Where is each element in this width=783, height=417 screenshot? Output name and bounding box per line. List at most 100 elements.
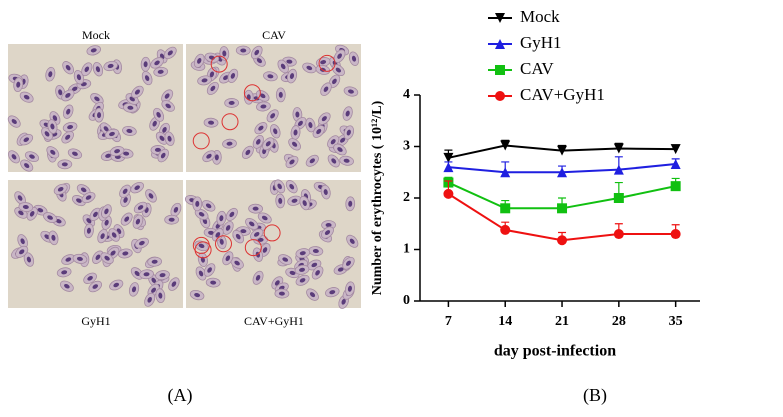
- legend-marker: [495, 39, 505, 49]
- nucleus: [249, 221, 255, 227]
- nucleus: [295, 111, 300, 118]
- nucleus: [23, 137, 30, 142]
- marker: [557, 167, 568, 178]
- nucleus: [159, 135, 165, 141]
- nucleus: [289, 270, 296, 276]
- nucleus: [335, 67, 342, 73]
- nucleus: [337, 147, 343, 152]
- nucleus: [289, 159, 295, 165]
- nucleus: [167, 135, 172, 142]
- highlight-circle: [192, 236, 210, 254]
- nucleus: [302, 200, 307, 206]
- highlight-circle: [263, 224, 281, 242]
- nucleus: [50, 123, 55, 130]
- nucleus: [29, 211, 35, 217]
- nucleus: [349, 238, 355, 244]
- nucleus: [331, 158, 337, 164]
- nucleus: [76, 74, 82, 81]
- y-tick-label: 4: [403, 87, 410, 102]
- nucleus: [171, 281, 177, 287]
- nucleus: [257, 237, 264, 242]
- x-tick-label: 21: [555, 314, 569, 329]
- nucleus: [223, 75, 229, 81]
- nucleus: [104, 255, 110, 261]
- nucleus: [92, 284, 99, 289]
- nucleus: [210, 85, 216, 92]
- legend-marker: [495, 65, 505, 75]
- marker: [500, 224, 511, 235]
- nucleus: [29, 154, 35, 159]
- nucleus: [254, 49, 260, 56]
- nucleus: [347, 285, 352, 292]
- nucleus: [262, 247, 268, 253]
- x-tick-label: 7: [445, 314, 452, 329]
- nucleus: [151, 287, 157, 293]
- nucleus: [337, 267, 344, 272]
- nucleus: [255, 274, 261, 281]
- marker: [613, 193, 624, 203]
- nucleus: [122, 251, 129, 256]
- nucleus: [270, 113, 276, 119]
- highlight-circle: [192, 132, 210, 150]
- nucleus: [162, 127, 167, 133]
- nucleus: [164, 93, 170, 99]
- nucleus: [66, 108, 71, 115]
- nucleus: [143, 61, 148, 68]
- nucleus: [113, 282, 120, 288]
- nucleus: [168, 217, 175, 222]
- marker: [500, 167, 511, 178]
- nucleus: [289, 183, 295, 190]
- nucleus: [341, 298, 346, 305]
- marker: [670, 229, 681, 240]
- nucleus: [282, 257, 289, 262]
- nucleus: [55, 219, 62, 224]
- nucleus: [260, 104, 267, 109]
- y-tick-label: 3: [403, 139, 410, 154]
- nucleus: [329, 290, 336, 295]
- nucleus: [105, 153, 112, 158]
- nucleus: [198, 270, 204, 277]
- nucleus: [50, 149, 56, 155]
- nucleus: [277, 183, 282, 190]
- nucleus: [111, 232, 117, 238]
- marker: [443, 152, 454, 163]
- nucleus: [292, 141, 298, 147]
- nucleus: [299, 278, 306, 283]
- nucleus: [273, 128, 278, 135]
- nucleus: [65, 134, 71, 140]
- marker: [500, 140, 511, 151]
- nucleus: [286, 59, 293, 64]
- marker: [613, 143, 624, 154]
- nucleus: [26, 256, 32, 263]
- nucleus: [67, 125, 74, 130]
- nucleus: [134, 270, 140, 276]
- y-tick-label: 1: [403, 242, 410, 257]
- nucleus: [256, 139, 261, 145]
- nucleus: [18, 210, 24, 216]
- legend-label: GyH1: [520, 33, 562, 52]
- panel-a-label: CAV: [262, 28, 286, 42]
- nucleus: [254, 232, 260, 237]
- nucleus: [93, 211, 98, 218]
- nucleus: [95, 254, 101, 260]
- nucleus: [280, 63, 286, 70]
- nucleus: [337, 53, 342, 59]
- nucleus: [222, 50, 227, 57]
- nucleus: [139, 240, 145, 246]
- nucleus: [160, 152, 166, 159]
- legend-label: CAV+GyH1: [520, 85, 605, 104]
- y-tick-label: 2: [403, 190, 410, 205]
- nucleus: [114, 149, 121, 154]
- nucleus: [152, 120, 157, 127]
- nucleus: [347, 89, 354, 94]
- nucleus: [71, 86, 78, 92]
- nucleus: [126, 128, 133, 134]
- nucleus: [278, 91, 283, 98]
- nucleus: [229, 211, 235, 218]
- nucleus: [315, 270, 320, 276]
- nucleus: [205, 203, 212, 209]
- nucleus: [325, 223, 332, 228]
- nucleus: [323, 189, 328, 196]
- nucleus: [312, 249, 319, 254]
